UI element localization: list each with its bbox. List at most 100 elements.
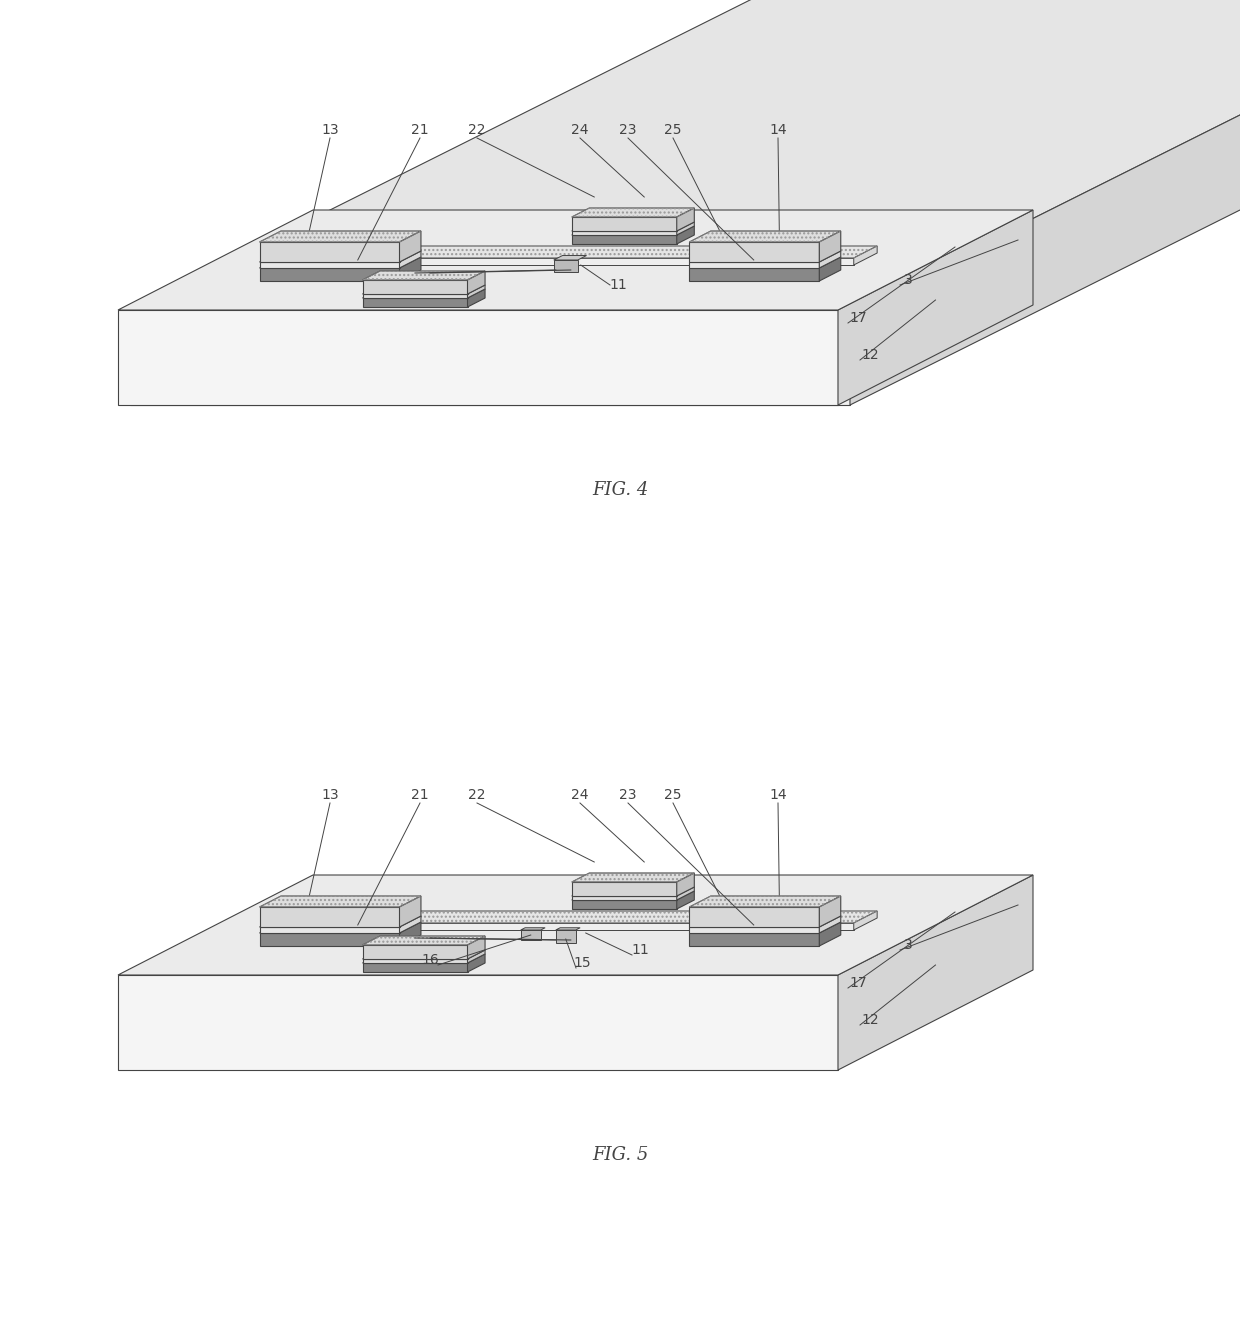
Polygon shape	[838, 874, 1033, 1069]
Polygon shape	[362, 288, 485, 298]
Polygon shape	[572, 208, 694, 218]
Polygon shape	[572, 231, 677, 235]
Polygon shape	[259, 231, 420, 242]
Text: 14: 14	[769, 123, 787, 138]
Polygon shape	[689, 896, 841, 906]
Text: 12: 12	[862, 348, 879, 362]
Polygon shape	[820, 251, 841, 268]
Polygon shape	[689, 933, 820, 947]
Polygon shape	[259, 916, 420, 926]
Polygon shape	[467, 288, 485, 307]
Polygon shape	[467, 284, 485, 298]
Polygon shape	[259, 933, 399, 947]
Polygon shape	[572, 882, 677, 896]
Polygon shape	[278, 246, 877, 258]
Polygon shape	[399, 251, 420, 268]
Text: FIG. 5: FIG. 5	[591, 1145, 649, 1164]
Polygon shape	[572, 218, 677, 231]
Polygon shape	[259, 258, 420, 268]
Polygon shape	[259, 262, 399, 268]
Polygon shape	[362, 284, 485, 294]
Text: 21: 21	[412, 123, 429, 138]
Polygon shape	[572, 900, 677, 909]
Text: 17: 17	[849, 311, 867, 324]
Text: 3: 3	[904, 939, 913, 952]
Polygon shape	[689, 926, 820, 933]
Text: 17: 17	[849, 976, 867, 991]
Polygon shape	[399, 896, 420, 926]
Polygon shape	[572, 235, 677, 244]
Text: FIG. 4: FIG. 4	[591, 481, 649, 499]
Polygon shape	[130, 310, 849, 405]
Text: 14: 14	[769, 788, 787, 802]
Polygon shape	[362, 271, 485, 280]
Polygon shape	[259, 906, 399, 926]
Text: 25: 25	[665, 123, 682, 138]
Text: 15: 15	[573, 956, 590, 971]
Text: 3: 3	[904, 272, 913, 287]
Polygon shape	[689, 906, 820, 926]
Polygon shape	[572, 896, 677, 900]
Text: 23: 23	[619, 788, 637, 802]
Polygon shape	[130, 0, 1240, 310]
Polygon shape	[689, 916, 841, 926]
Polygon shape	[467, 271, 485, 294]
Polygon shape	[362, 294, 467, 298]
Polygon shape	[677, 222, 694, 235]
Polygon shape	[689, 251, 841, 262]
Polygon shape	[259, 926, 399, 933]
Polygon shape	[362, 936, 485, 945]
Polygon shape	[259, 251, 420, 262]
Polygon shape	[556, 928, 580, 930]
Polygon shape	[572, 890, 694, 900]
Polygon shape	[362, 951, 485, 959]
Polygon shape	[677, 890, 694, 909]
Polygon shape	[362, 959, 467, 963]
Text: 22: 22	[469, 123, 486, 138]
Polygon shape	[838, 210, 1033, 405]
Polygon shape	[572, 886, 694, 896]
Polygon shape	[259, 922, 420, 933]
Text: 11: 11	[631, 943, 649, 957]
Polygon shape	[362, 280, 467, 294]
Polygon shape	[854, 910, 877, 930]
Polygon shape	[118, 310, 838, 405]
Text: 22: 22	[469, 788, 486, 802]
Polygon shape	[118, 975, 838, 1069]
Polygon shape	[572, 873, 694, 882]
Polygon shape	[362, 963, 467, 972]
Polygon shape	[399, 916, 420, 933]
Polygon shape	[556, 930, 575, 943]
Polygon shape	[689, 242, 820, 262]
Text: 13: 13	[321, 123, 339, 138]
Polygon shape	[689, 922, 841, 933]
Polygon shape	[820, 916, 841, 933]
Polygon shape	[820, 231, 841, 262]
Polygon shape	[820, 922, 841, 947]
Polygon shape	[689, 231, 841, 242]
Polygon shape	[467, 936, 485, 959]
Text: 23: 23	[619, 123, 637, 138]
Polygon shape	[820, 896, 841, 926]
Polygon shape	[521, 928, 546, 930]
Polygon shape	[259, 242, 399, 262]
Polygon shape	[854, 246, 877, 266]
Polygon shape	[467, 951, 485, 963]
Polygon shape	[399, 922, 420, 947]
Text: 16: 16	[422, 953, 439, 967]
Polygon shape	[278, 922, 854, 930]
Polygon shape	[677, 873, 694, 896]
Polygon shape	[278, 910, 877, 922]
Polygon shape	[521, 930, 541, 940]
Polygon shape	[118, 874, 1033, 975]
Polygon shape	[362, 298, 467, 307]
Polygon shape	[677, 226, 694, 244]
Polygon shape	[572, 222, 694, 231]
Polygon shape	[118, 210, 1033, 310]
Polygon shape	[689, 262, 820, 268]
Polygon shape	[467, 955, 485, 972]
Polygon shape	[849, 0, 1240, 405]
Polygon shape	[689, 258, 841, 268]
Polygon shape	[278, 258, 854, 266]
Text: 11: 11	[609, 278, 627, 292]
